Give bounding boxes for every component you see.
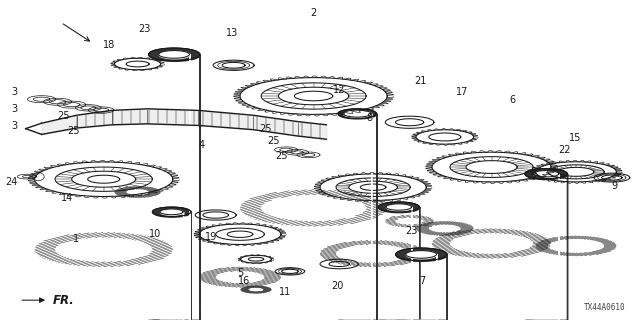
Text: 25: 25 (268, 136, 280, 147)
Text: 19: 19 (205, 232, 218, 243)
Text: 1: 1 (72, 234, 79, 244)
Text: 17: 17 (456, 87, 468, 97)
Text: 3: 3 (11, 87, 17, 97)
Text: 21: 21 (414, 76, 427, 86)
Text: 10: 10 (148, 228, 161, 239)
Text: 7: 7 (419, 276, 426, 286)
Text: 6: 6 (509, 95, 515, 105)
Text: 13: 13 (226, 28, 239, 38)
Text: 18: 18 (102, 40, 115, 51)
Text: 25: 25 (58, 111, 70, 121)
Text: 4: 4 (198, 140, 205, 150)
Text: 9: 9 (611, 181, 618, 191)
Text: 3: 3 (11, 104, 17, 114)
Text: 11: 11 (278, 287, 291, 297)
Text: 14: 14 (61, 193, 74, 204)
Text: 25: 25 (67, 125, 80, 136)
Text: 8: 8 (366, 113, 372, 124)
Text: 20: 20 (332, 281, 344, 292)
Text: 24: 24 (5, 177, 18, 187)
Text: 12: 12 (333, 85, 346, 95)
Text: 25: 25 (275, 151, 288, 161)
Text: 2: 2 (310, 8, 317, 18)
Text: 5: 5 (237, 268, 243, 278)
Text: TX44A0610: TX44A0610 (584, 303, 626, 312)
Text: 3: 3 (11, 121, 17, 131)
Text: 23: 23 (138, 24, 150, 35)
Text: FR.: FR. (52, 294, 74, 307)
Text: 25: 25 (259, 124, 272, 134)
Text: 22: 22 (558, 145, 571, 155)
Text: 16: 16 (238, 276, 251, 286)
Text: 15: 15 (568, 132, 581, 143)
Text: 23: 23 (405, 226, 418, 236)
